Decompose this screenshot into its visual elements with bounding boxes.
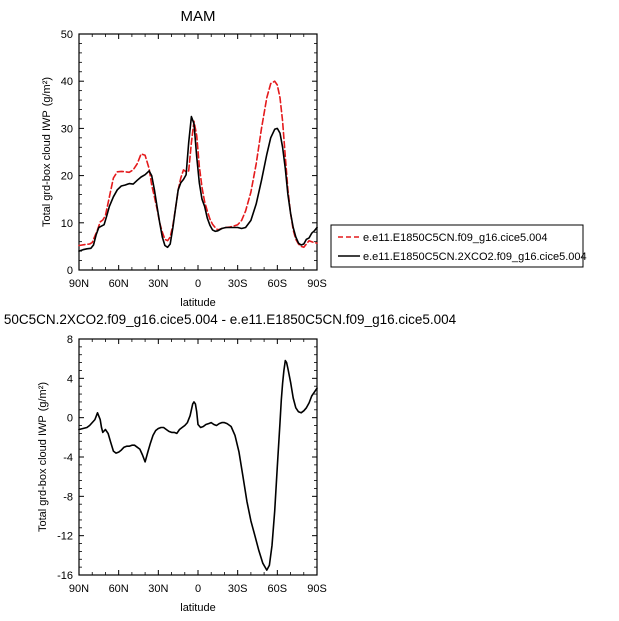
top-xtick-label: 90N [69,278,89,290]
bottom-xtick-label: 30S [228,583,248,595]
bottom-xtick-label: 90S [307,583,327,595]
bottom-series-layer [78,359,318,571]
bottom-xtick-label: 60S [268,583,288,595]
bottom-ytick-label: 4 [67,373,73,385]
top-ytick-label: 10 [61,218,73,230]
bottom-y-axis-label-text: Total grd-box cloud IWP [37,415,49,532]
bottom-ytick-label: -12 [57,531,73,543]
top-y-axis-label: Total grd-box cloud IWP (g/m²) [41,77,53,227]
bottom-ytick-label: 0 [67,413,73,425]
bottom-ytick-label: -8 [63,491,73,503]
bottom-plot-frame [78,338,318,576]
top-series-layer [78,80,318,252]
bottom-y-axis-label: Total grd-box cloud IWP (g/m²) [37,382,49,532]
top-series-line-1 [78,80,318,249]
legend: e.e11.E1850C5CN.f09_g16.cice5.004 e.e11.… [330,224,587,268]
bottom-xtick-label: 60N [109,583,129,595]
top-xtick-label: 60N [109,278,129,290]
bottom-x-axis-label: latitude [180,602,215,614]
top-ytick-label: 20 [61,171,73,183]
top-axis-ticks: 90N 60N 30N 0 30S 60S 90S 0 10 20 30 40 50 [61,29,327,290]
legend-label-series-1: e.e11.E1850C5CN.f09_g16.cice5.004 [363,232,548,244]
bottom-ytick-label: -16 [57,570,73,582]
bottom-y-axis-label-units: (g/m²) [37,382,49,411]
top-xtick-label: 0 [195,278,201,290]
bottom-ytick-label: -4 [63,452,73,464]
top-chart: MAM 90N 60N 30N 0 30S 60S 90S 0 10 20 30 40 50 latit… [41,8,327,309]
legend-label-series-2: e.e11.E1850C5CN.2XCO2.f09_g16.cice5.004 [363,251,587,263]
top-series-line-2 [78,115,318,252]
top-ytick-label: 50 [61,29,73,41]
top-y-axis-label-text: Total grd-box cloud IWP [41,110,53,227]
top-ytick-label: 40 [61,76,73,88]
top-xtick-label: 60S [268,278,288,290]
bottom-chart-title: 50C5CN.2XCO2.f09_g16.cice5.004 - e.e11.E… [4,312,457,327]
legend-frame [330,224,584,268]
bottom-xtick-label: 90N [69,583,89,595]
bottom-xtick-label: 30N [148,583,168,595]
bottom-ytick-label: 8 [67,334,73,346]
top-xtick-label: 30N [148,278,168,290]
top-x-axis-label: latitude [180,297,215,309]
bottom-axis-ticks: 90N 60N 30N 0 30S 60S 90S -16 -12 -8 -4 0 4 8 [57,334,327,595]
top-chart-title: MAM [181,8,216,25]
top-ytick-label: 30 [61,123,73,135]
top-y-axis-label-units: (g/m²) [41,77,53,106]
top-xtick-label: 30S [228,278,248,290]
bottom-series-line-1 [78,359,318,571]
bottom-xtick-label: 0 [195,583,201,595]
top-xtick-label: 90S [307,278,327,290]
top-ytick-label: 0 [67,265,73,277]
bottom-chart: 50C5CN.2XCO2.f09_g16.cice5.004 - e.e11.E… [4,312,457,614]
